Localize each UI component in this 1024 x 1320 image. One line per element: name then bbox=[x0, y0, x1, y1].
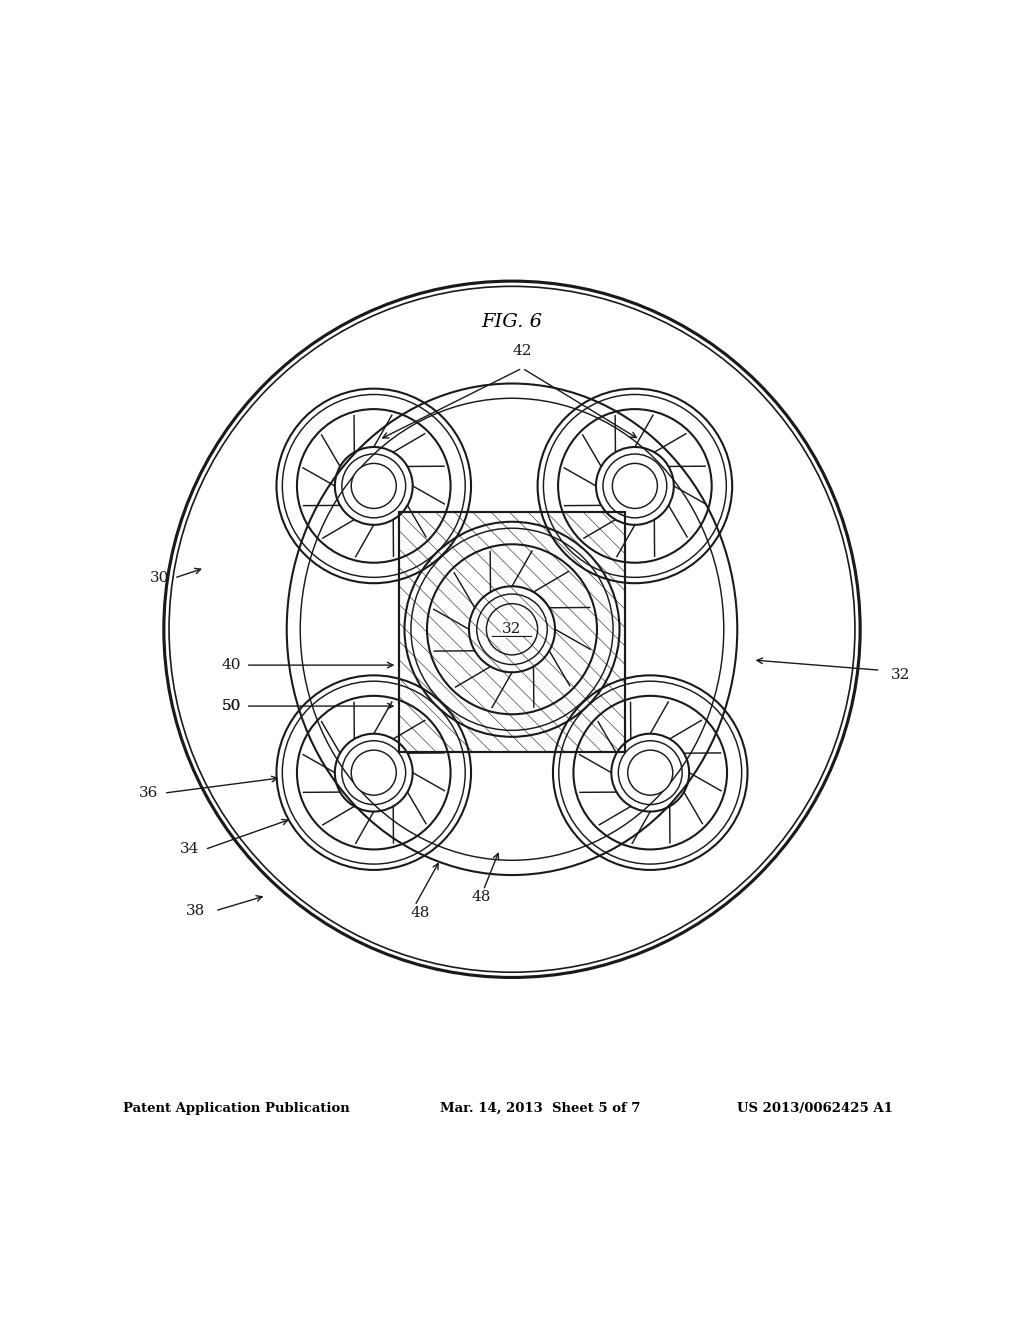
Text: 50: 50 bbox=[221, 700, 241, 713]
Text: 42: 42 bbox=[512, 345, 532, 358]
Text: FIG. 6: FIG. 6 bbox=[481, 313, 543, 331]
Bar bbox=[399, 512, 625, 752]
Circle shape bbox=[612, 463, 657, 508]
Circle shape bbox=[351, 463, 396, 508]
Circle shape bbox=[351, 750, 396, 795]
Text: 40: 40 bbox=[221, 659, 241, 672]
Text: 34: 34 bbox=[180, 842, 200, 857]
Text: US 2013/0062425 A1: US 2013/0062425 A1 bbox=[737, 1102, 893, 1115]
Bar bbox=[399, 512, 625, 752]
Text: 32: 32 bbox=[891, 668, 910, 682]
Circle shape bbox=[486, 603, 538, 655]
Text: 48: 48 bbox=[411, 906, 429, 920]
Text: 30: 30 bbox=[150, 572, 169, 585]
Text: 50: 50 bbox=[221, 700, 241, 713]
Text: 48: 48 bbox=[472, 891, 490, 904]
Text: 36: 36 bbox=[139, 787, 159, 800]
Text: 38: 38 bbox=[185, 904, 205, 917]
Text: Patent Application Publication: Patent Application Publication bbox=[123, 1102, 349, 1115]
Circle shape bbox=[628, 750, 673, 795]
Text: Mar. 14, 2013  Sheet 5 of 7: Mar. 14, 2013 Sheet 5 of 7 bbox=[440, 1102, 641, 1115]
Text: 32: 32 bbox=[503, 622, 521, 636]
